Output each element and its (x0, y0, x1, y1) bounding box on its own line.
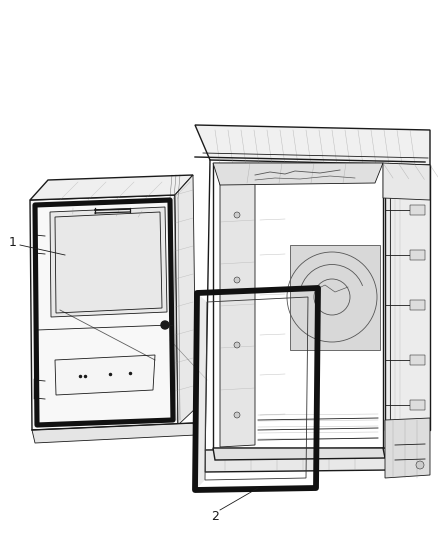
Polygon shape (30, 175, 193, 200)
Circle shape (234, 212, 240, 218)
Text: 1: 1 (9, 236, 17, 248)
Circle shape (161, 321, 169, 329)
Text: 2: 2 (211, 510, 219, 522)
Polygon shape (213, 448, 385, 460)
Bar (410, 355, 425, 365)
Polygon shape (383, 163, 430, 200)
Bar (410, 400, 425, 410)
Polygon shape (55, 355, 155, 395)
Bar (410, 250, 425, 260)
Bar (410, 205, 425, 215)
Polygon shape (385, 165, 430, 430)
Circle shape (234, 277, 240, 283)
Polygon shape (32, 423, 196, 443)
Polygon shape (213, 163, 383, 185)
Polygon shape (220, 168, 255, 447)
Polygon shape (195, 125, 430, 165)
Polygon shape (290, 245, 380, 350)
Polygon shape (205, 448, 390, 472)
Polygon shape (195, 293, 207, 490)
Circle shape (234, 342, 240, 348)
Polygon shape (30, 195, 178, 430)
Polygon shape (50, 207, 167, 317)
Bar (410, 300, 425, 310)
Circle shape (234, 412, 240, 418)
Polygon shape (175, 175, 196, 425)
Circle shape (416, 461, 424, 469)
Polygon shape (385, 418, 430, 478)
